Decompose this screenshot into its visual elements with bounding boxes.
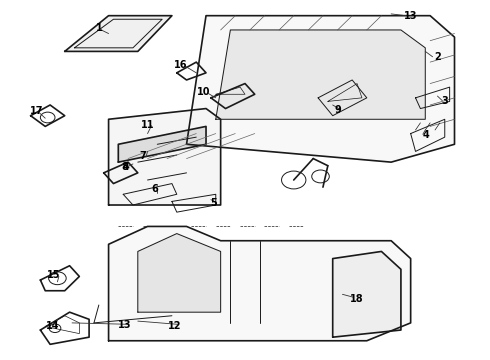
Text: 3: 3 [441, 96, 448, 107]
Text: 1: 1 [96, 23, 102, 33]
Polygon shape [118, 126, 206, 162]
Text: 18: 18 [350, 294, 364, 303]
Polygon shape [65, 16, 172, 51]
Text: 4: 4 [423, 130, 430, 140]
Text: 15: 15 [47, 270, 61, 280]
Polygon shape [138, 234, 220, 312]
Text: 11: 11 [141, 120, 154, 130]
Polygon shape [109, 109, 220, 205]
Text: 9: 9 [334, 105, 341, 115]
Text: 17: 17 [30, 107, 43, 116]
Text: 6: 6 [151, 184, 158, 194]
Text: 8: 8 [121, 162, 128, 172]
Text: 14: 14 [46, 321, 59, 332]
Text: 12: 12 [168, 321, 181, 331]
Text: 16: 16 [174, 60, 188, 70]
Polygon shape [109, 226, 411, 341]
Text: 13: 13 [118, 320, 131, 330]
Text: 13: 13 [404, 11, 417, 21]
Text: 2: 2 [434, 52, 441, 62]
Text: 10: 10 [197, 87, 210, 98]
Polygon shape [187, 16, 455, 162]
Text: 5: 5 [210, 198, 217, 208]
Text: 4: 4 [122, 162, 129, 172]
Text: 7: 7 [139, 151, 146, 161]
Polygon shape [216, 30, 425, 119]
Polygon shape [333, 251, 401, 337]
